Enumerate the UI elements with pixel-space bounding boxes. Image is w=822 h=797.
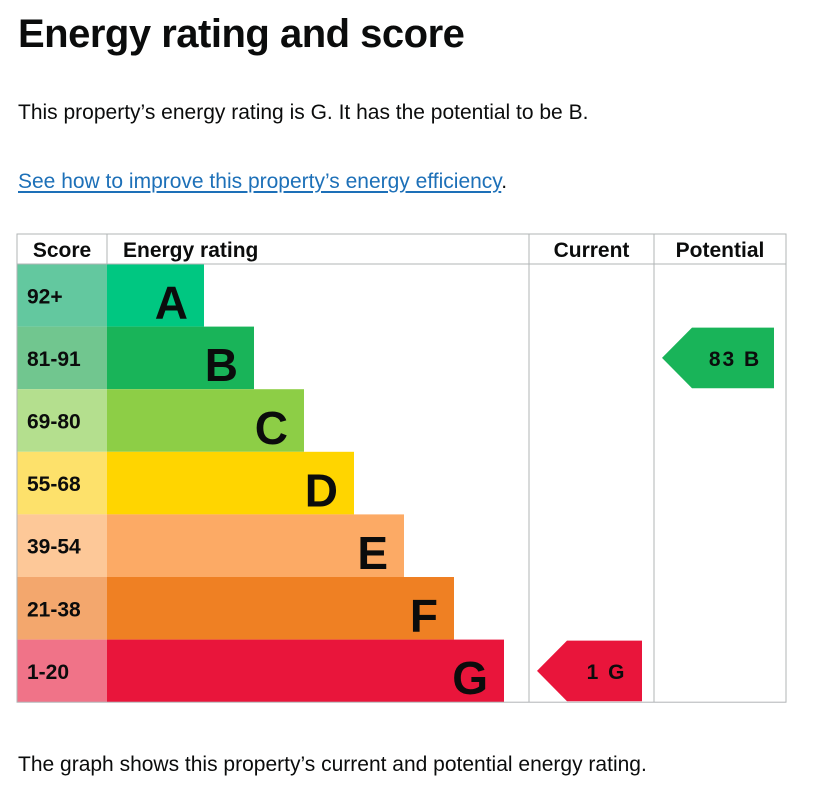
score-cell-e: [17, 514, 107, 577]
rating-letter-e: E: [357, 527, 388, 579]
header-energy-rating: Energy rating: [123, 239, 258, 262]
rating-bar-e: [107, 514, 404, 577]
rating-bar-d: [107, 451, 354, 515]
header-potential: Potential: [676, 239, 765, 262]
rating-summary: This property’s energy rating is G. It h…: [18, 101, 589, 124]
rating-letter-b: B: [205, 339, 238, 391]
rating-letter-d: D: [305, 464, 338, 516]
score-cell-d: [17, 451, 107, 515]
score-cell-b: [17, 326, 107, 390]
energy-rating-chart: Score Energy rating Current Potential 92+ A 81…: [16, 233, 787, 704]
rating-bar-b: [107, 326, 254, 390]
current-rating-arrow: [537, 640, 642, 702]
improve-paragraph: See how to improve this property’s energ…: [18, 167, 507, 197]
score-range-e: 39-54: [27, 536, 81, 559]
score-range-a: 92+: [27, 285, 63, 308]
potential-rating-label: 83 B: [709, 348, 761, 371]
improve-link-suffix: .: [501, 170, 508, 193]
score-range-g: 1-20: [27, 661, 69, 684]
improve-efficiency-link[interactable]: See how to improve this property’s energ…: [18, 170, 502, 193]
rating-letter-a: A: [155, 277, 188, 329]
score-range-f: 21-38: [27, 598, 81, 621]
rating-bar-a: [107, 264, 204, 327]
chart-caption: The graph shows this property’s current …: [18, 753, 647, 776]
rating-bar-g: [107, 639, 504, 703]
header-score: Score: [33, 239, 91, 262]
rating-letter-c: C: [255, 402, 288, 454]
header-current: Current: [554, 239, 630, 262]
score-cell-c: [17, 389, 107, 452]
rating-bar-c: [107, 389, 304, 452]
rating-letter-f: F: [410, 590, 438, 642]
rating-letter-g: G: [452, 652, 488, 704]
score-range-d: 55-68: [27, 473, 81, 496]
score-cell-a: [17, 264, 107, 327]
score-range-c: 69-80: [27, 411, 81, 434]
current-rating-label: 1 G: [587, 661, 627, 684]
potential-rating-arrow: [662, 327, 774, 389]
page-title: Energy rating and score: [18, 12, 465, 56]
score-cell-g: [17, 639, 107, 703]
rating-bar-f: [107, 577, 454, 640]
score-range-b: 81-91: [27, 348, 81, 371]
score-cell-f: [17, 577, 107, 640]
table-border: [16, 233, 787, 703]
